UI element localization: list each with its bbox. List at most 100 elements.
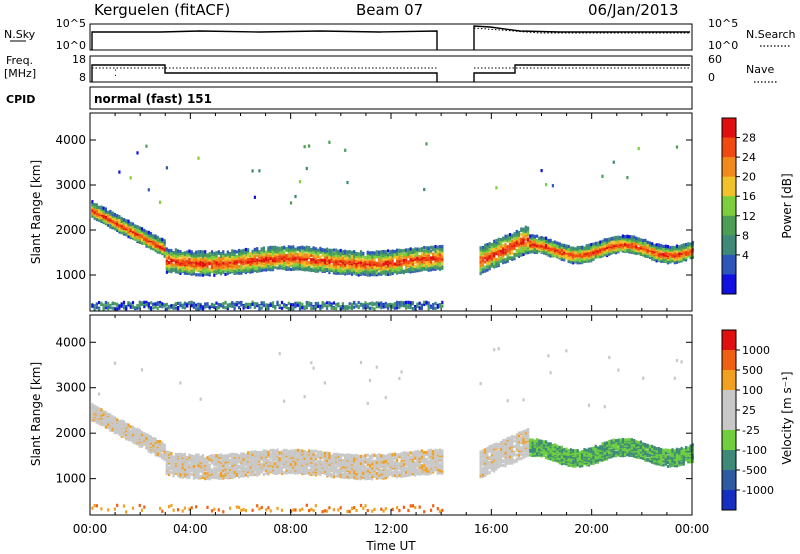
heatmap-cell [321,268,324,272]
heatmap-cell [359,303,363,307]
heatmap-cell [612,236,615,240]
heatmap-cell [256,265,259,269]
heatmap-cell [556,241,559,245]
heatmap-cell [122,221,126,225]
heatmap-cell [249,267,252,271]
heatmap-cell [109,306,112,310]
heatmap-cell [594,243,597,247]
heatmap-cell [420,247,423,251]
heatmap-cell [664,244,667,248]
heatmap-cell [664,246,667,250]
heatmap-cell [585,256,588,260]
heatmap-cell [673,250,676,254]
heatmap-cell [206,260,209,264]
heatmap-cell [271,258,275,262]
heatmap-cell [384,265,387,269]
heatmap-cell [183,261,186,266]
heatmap-cell [229,254,232,258]
heatmap-cell [558,247,561,251]
heatmap-cell [168,305,171,309]
heatmap-cell [235,270,238,274]
heatmap-cell [233,271,236,275]
heatmap-cell [409,303,412,307]
heatmap-cell [125,231,128,235]
heatmap-cell [409,306,412,310]
heatmap-cell [332,264,335,268]
heatmap-cell [116,503,119,507]
heatmap-cell [592,254,595,259]
heatmap-cell [418,268,421,272]
heatmap-cell [558,242,561,246]
heatmap-cell [414,247,417,251]
heatmap-cell [240,258,243,262]
heatmap-cell [682,243,685,247]
heatmap-cell [398,257,401,261]
heatmap-cell [226,255,229,260]
heatmap-cell [143,234,146,238]
heatmap-cell [140,238,144,243]
heatmap-cell [540,169,543,173]
heatmap-cell [337,256,340,260]
heatmap-cell [152,441,155,445]
heatmap-cell [493,239,496,243]
colorbar-tick-label: 12 [742,210,756,223]
heatmap-cell [499,246,503,250]
heatmap-cell [226,262,229,266]
heatmap-cell [626,248,629,252]
heatmap-cell [328,263,331,267]
heatmap-cell [258,307,261,311]
heatmap-cell [301,267,304,271]
heatmap-cell [240,265,243,269]
heatmap-cell [375,305,378,309]
heatmap-cell [436,256,439,260]
heatmap-cell [393,255,396,259]
heatmap-cell [504,237,507,241]
heatmap-cell [107,301,110,305]
heatmap-cell [357,273,360,277]
heatmap-cell [321,301,324,305]
freq-label: Freq. [6,54,33,67]
heatmap-cell [113,416,116,420]
heatmap-cell [429,256,433,260]
heatmap-cell [186,271,189,275]
heatmap-cell [633,235,636,239]
heatmap-cell [274,245,277,249]
heatmap-cell [339,269,342,273]
heatmap-cell [387,267,390,271]
heatmap-cell [400,304,403,308]
heatmap-cell [321,265,324,269]
heatmap-cell [129,221,132,225]
heatmap-cell [120,304,123,308]
heatmap-cell [145,433,148,437]
heatmap-cell [165,450,168,454]
heatmap-cell [423,187,426,192]
heatmap-cell [335,307,338,311]
heatmap-cell [601,242,604,246]
heatmap-cell [161,305,164,309]
heatmap-cell [204,252,207,256]
heatmap-cell [296,252,299,256]
heatmap-cell [389,252,392,257]
heatmap-cell [339,263,342,267]
heatmap-cell [407,305,410,309]
heatmap-cell [136,306,139,310]
heatmap-cell [344,260,347,264]
heatmap-cell [113,425,116,430]
heatmap-cell [195,250,198,254]
heatmap-cell [247,248,250,252]
heatmap-cell [186,252,189,256]
heatmap-cell [186,303,189,307]
heatmap-cell [183,259,186,263]
heatmap-cell [165,258,168,262]
heatmap-cell [497,240,500,244]
heatmap-cell [285,260,288,264]
heatmap-cell [147,434,150,438]
heatmap-cell [687,246,690,250]
heatmap-cell [156,240,159,244]
heatmap-cell [113,302,116,306]
heatmap-cell [434,255,437,259]
heatmap-cell [371,302,374,306]
heatmap-cell [181,453,184,457]
heatmap-cell [186,262,189,266]
